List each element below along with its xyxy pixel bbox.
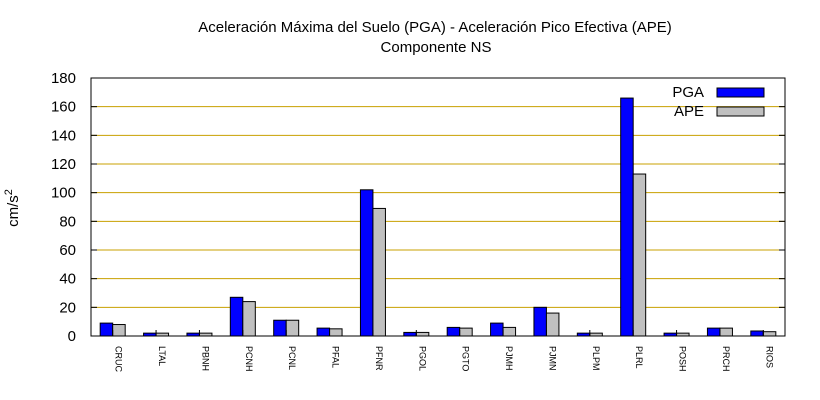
- bar-ape-pcnh: [242, 301, 256, 337]
- bar-ape-pgto: [459, 327, 473, 337]
- x-tick-label: PGOL: [417, 346, 427, 371]
- x-tick-label: PJMN: [547, 346, 557, 371]
- bar-pga-pjmn: [533, 306, 547, 337]
- y-tick-label: 80: [59, 213, 76, 230]
- bar-ape-pgol: [415, 331, 430, 337]
- x-tick-label: PCNL: [287, 346, 297, 370]
- x-tick-label: PFNR: [374, 346, 384, 371]
- chart-subtitle: Componente NS: [381, 39, 492, 56]
- y-axis-label-unit: cm/s: [5, 195, 22, 227]
- x-tick-label: PBNH: [200, 346, 210, 371]
- bar-pga-pcnh: [229, 296, 244, 337]
- y-axis-label-exponent: 2: [3, 189, 15, 195]
- legend-label-pga: PGA: [672, 84, 704, 101]
- bar-ape-pfal: [329, 328, 343, 337]
- bar-pga-pfnr: [359, 189, 374, 337]
- bar-pga-pfal: [316, 327, 331, 337]
- bar-pga-pjmh: [490, 322, 504, 337]
- x-tick-label: POSH: [678, 346, 688, 372]
- bars: [99, 97, 777, 337]
- bar-pga-cruc: [99, 322, 114, 337]
- y-axis-ticks: 0 20 40 60 80 100 120 140 160 180: [51, 70, 785, 345]
- y-tick-label: 180: [51, 70, 76, 87]
- x-tick-label: PJMH: [504, 346, 514, 371]
- y-tick-label: 60: [59, 242, 76, 259]
- y-tick-label: 40: [59, 271, 76, 288]
- bar-pga-pgol: [403, 331, 417, 337]
- x-axis-ticks: CRUC LTAL PBNH PCNH PCNL PFAL PFNR PGOL PGTO PJMH…: [112, 330, 774, 372]
- bar-ape-pcnl: [285, 319, 300, 337]
- bar-pga-plrl: [620, 97, 634, 337]
- legend: PGA APE: [672, 84, 765, 120]
- bar-ape-pjmh: [502, 326, 517, 337]
- x-tick-label: CRUC: [114, 346, 124, 372]
- legend-label-ape: APE: [674, 103, 704, 120]
- x-tick-label: PCNH: [244, 346, 254, 372]
- y-tick-label: 160: [51, 99, 76, 116]
- bar-ape-cruc: [112, 324, 126, 337]
- chart-title: Aceleración Máxima del Suelo (PGA) - Ace…: [198, 19, 672, 36]
- bar-ape-rios: [762, 331, 777, 337]
- x-tick-label: PRCH: [721, 346, 731, 372]
- x-tick-label: RIOS: [764, 346, 774, 368]
- grid-layer: [91, 106, 785, 308]
- legend-swatch-pga: [716, 87, 765, 98]
- bar-ape-plrl: [632, 173, 647, 337]
- bar-ape-pjmn: [545, 312, 560, 337]
- legend-swatch-ape: [716, 106, 765, 117]
- y-axis-label: cm/s2: [3, 189, 22, 227]
- bar-pga-prch: [706, 327, 721, 337]
- y-tick-label: 140: [51, 127, 76, 144]
- bar-pga-pcnl: [273, 319, 287, 337]
- y-tick-label: 100: [51, 185, 76, 202]
- bar-ape-prch: [719, 327, 733, 337]
- y-tick-label: 0: [68, 328, 76, 345]
- bar-pga-rios: [750, 330, 764, 337]
- x-tick-label: LTAL: [157, 346, 167, 366]
- bar-ape-pfnr: [372, 207, 386, 337]
- y-tick-label: 20: [59, 299, 76, 316]
- x-tick-label: PLPM: [591, 346, 601, 371]
- plot-frame: [90, 77, 786, 337]
- x-tick-label: PGTO: [461, 346, 471, 371]
- x-tick-label: PFAL: [331, 346, 341, 368]
- y-tick-label: 120: [51, 156, 76, 173]
- x-tick-label: PLRL: [634, 346, 644, 369]
- bar-pga-pgto: [446, 326, 461, 337]
